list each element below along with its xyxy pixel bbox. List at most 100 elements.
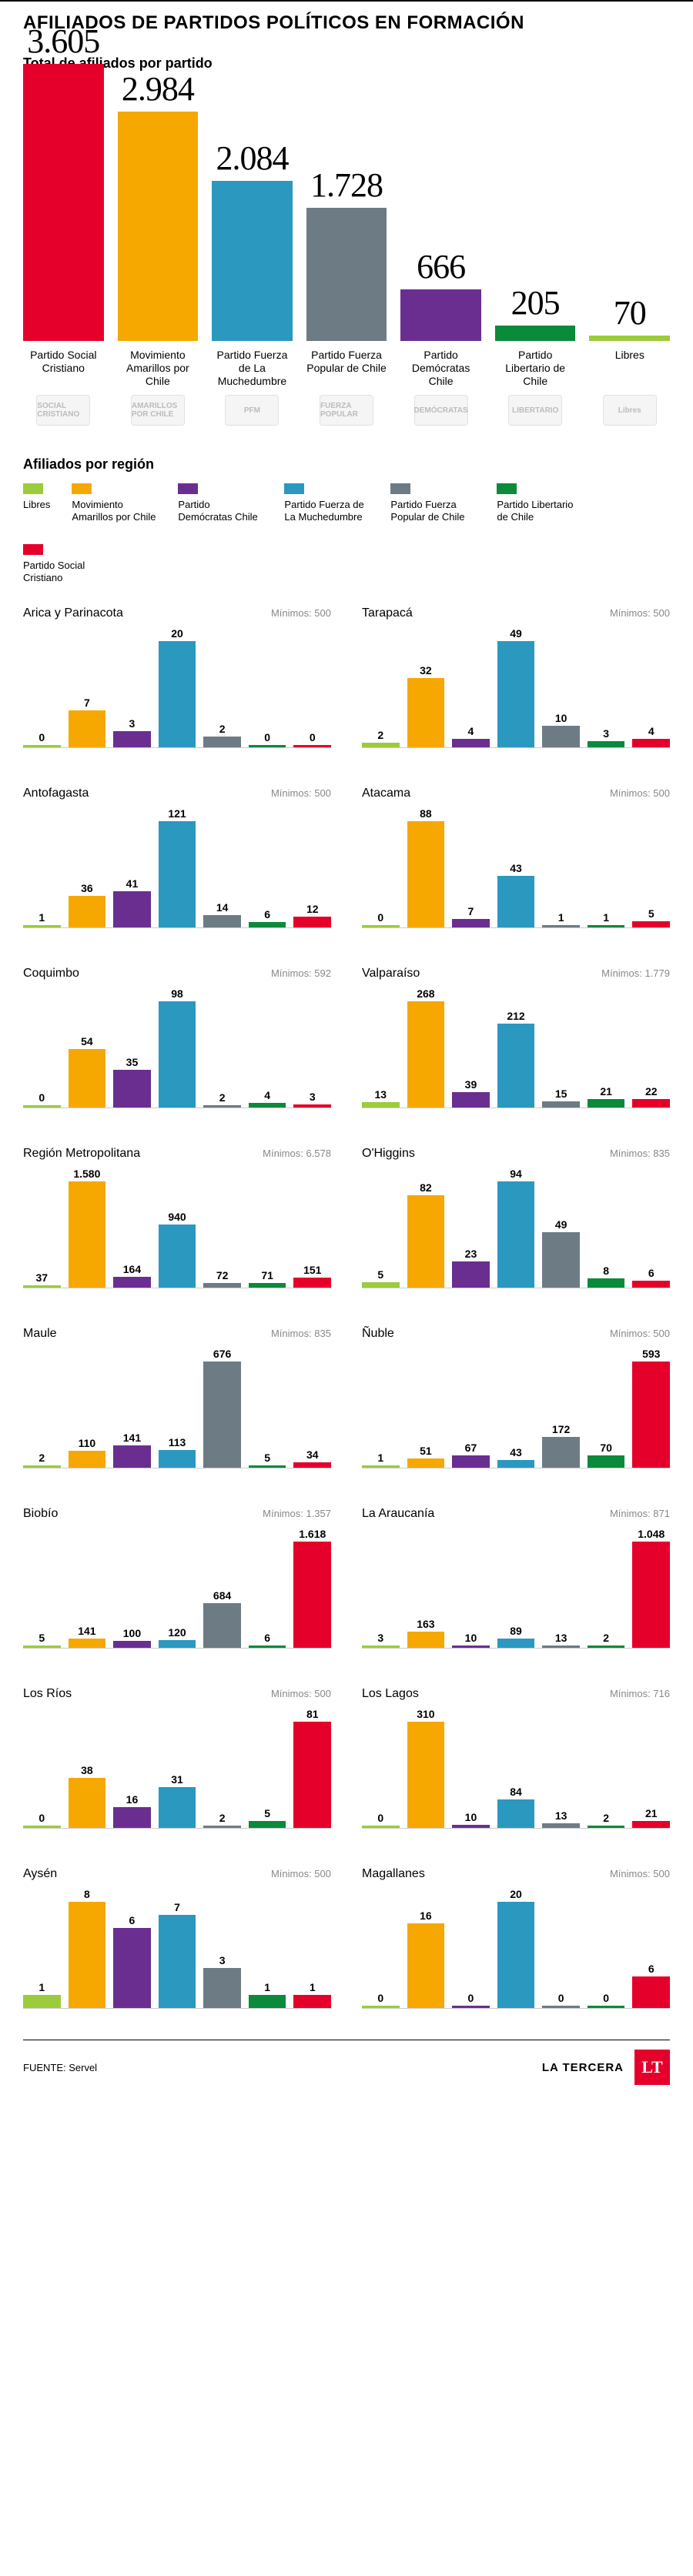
region-name: Coquimbo: [23, 967, 79, 981]
region-name: Biobío: [23, 1507, 58, 1521]
region-bar-rect: [293, 917, 331, 927]
region-bar-value: 51: [420, 1445, 432, 1456]
region-bar-rect: [69, 1639, 106, 1648]
region-bar-rect: [407, 1001, 445, 1108]
region-bar-value: 13: [375, 1089, 387, 1100]
region-bar-value: 110: [79, 1438, 96, 1448]
region-chart: 0543598243: [23, 985, 331, 1108]
region-bar-value: 593: [642, 1348, 660, 1359]
region-min-label: Mínimos: 6.578: [263, 1148, 331, 1159]
region-bar-value: 21: [645, 1808, 658, 1819]
region-bar-rect: [293, 1542, 331, 1648]
party-logo: SOCIAL CRISTIANO: [36, 395, 90, 426]
region-bar: 5: [632, 908, 670, 927]
region-subtitle: Afiliados por región: [23, 456, 670, 473]
region-bar-value: 5: [264, 1808, 270, 1819]
region-bar-value: 43: [510, 1447, 522, 1458]
region-bar-rect: [159, 641, 196, 747]
region-bar: 0: [293, 732, 331, 747]
region-bar-rect: [249, 922, 286, 927]
region-bar-value: 2: [219, 1092, 226, 1103]
region-chart: 1326839212152122: [362, 985, 670, 1108]
region-name: Magallanes: [362, 1867, 425, 1881]
region-bar-value: 3: [219, 1955, 226, 1966]
region-bar-value: 268: [417, 988, 434, 999]
region-bar: 8: [588, 1265, 625, 1288]
legend-swatch: [23, 544, 43, 555]
region-bar: 5: [23, 1632, 61, 1648]
region-bar: 0: [249, 732, 286, 747]
region-bar-value: 10: [465, 1812, 477, 1823]
region-bar-value: 5: [648, 908, 654, 919]
region-bar-value: 3: [603, 728, 609, 739]
region-bar: 70: [588, 1442, 625, 1468]
region-bar-rect: [23, 1995, 61, 2008]
region-bar-rect: [203, 737, 241, 747]
party-logo: FUERZA POPULAR: [320, 395, 373, 426]
region-bar-value: 1: [603, 912, 609, 923]
main-bar: [495, 326, 576, 341]
region-panel: CoquimboMínimos: 5920543598243: [23, 967, 331, 1108]
region-bar-rect: [113, 1277, 151, 1288]
region-name: Aysén: [23, 1867, 57, 1881]
region-bar: 6: [113, 1915, 151, 2008]
region-bar-value: 13: [555, 1632, 567, 1643]
footer-brand: LA TERCERA: [542, 2061, 624, 2074]
region-panel: La AraucaníaMínimos: 871316310891321.048: [362, 1507, 670, 1649]
main-chart-bar: 666Partido Demócratas ChileDEMÓCRATAS: [400, 247, 481, 426]
region-bar-rect: [249, 1995, 286, 2008]
region-bar-value: 20: [171, 628, 183, 639]
region-bar-rect: [23, 1465, 61, 1468]
region-bar-rect: [23, 925, 61, 927]
region-bar-rect: [113, 1070, 151, 1108]
region-bar-value: 5: [38, 1632, 45, 1643]
region-bar-rect: [632, 1821, 670, 1828]
region-bar-rect: [452, 1825, 490, 1828]
region-bar: 4: [249, 1090, 286, 1108]
region-bar-value: 100: [123, 1628, 141, 1639]
region-bar-value: 163: [417, 1619, 434, 1629]
region-bar-value: 84: [510, 1786, 522, 1797]
region-bar-value: 2: [603, 1813, 609, 1823]
region-bar-rect: [632, 1976, 670, 2008]
page-title: AFILIADOS DE PARTIDOS POLÍTICOS EN FORMA…: [23, 12, 670, 42]
region-name: Ñuble: [362, 1327, 394, 1341]
region-bar-value: 1: [38, 1982, 45, 1993]
region-bar: 3: [203, 1955, 241, 2008]
region-bar: 12: [293, 904, 331, 927]
region-bar-value: 23: [465, 1248, 477, 1259]
region-name: Atacama: [362, 787, 410, 800]
region-bar-rect: [203, 1105, 241, 1108]
region-bar-rect: [249, 1465, 286, 1468]
region-bar-value: 34: [306, 1449, 319, 1460]
region-bar-value: 164: [123, 1264, 141, 1275]
region-bar-rect: [159, 1450, 196, 1468]
region-bar: 23: [452, 1248, 490, 1288]
region-bar: 51: [407, 1445, 445, 1468]
region-bar-rect: [23, 1285, 61, 1288]
region-bar-rect: [362, 743, 400, 747]
region-bar-rect: [69, 710, 106, 747]
legend-item: Partido Fuerza de La Muchedumbre: [284, 483, 369, 523]
region-bar-rect: [293, 1278, 331, 1288]
region-bar: 67: [452, 1442, 490, 1468]
region-bar-value: 98: [171, 988, 183, 999]
region-bar-rect: [23, 1105, 61, 1108]
main-bar-value: 205: [511, 283, 560, 322]
region-bar-value: 0: [377, 912, 383, 923]
region-min-label: Mínimos: 871: [610, 1508, 670, 1519]
legend-label: Libres: [23, 499, 50, 511]
region-bar: 141: [113, 1432, 151, 1468]
region-bar-value: 7: [174, 1902, 180, 1913]
region-bar: 0: [452, 1993, 490, 2008]
region-panel: ValparaísoMínimos: 1.7791326839212152122: [362, 967, 670, 1108]
main-bar-value: 1.728: [310, 165, 383, 205]
region-bar-rect: [588, 1099, 625, 1108]
main-bar-value: 2.084: [216, 139, 288, 178]
region-bar: 5: [362, 1269, 400, 1288]
main-bar-label: Partido Libertario de Chile: [495, 349, 576, 390]
region-min-label: Mínimos: 500: [271, 1868, 331, 1879]
region-min-label: Mínimos: 500: [271, 1688, 331, 1699]
party-logo: PFM: [225, 395, 279, 426]
legend-item: Movimiento Amarillos por Chile: [72, 483, 156, 523]
